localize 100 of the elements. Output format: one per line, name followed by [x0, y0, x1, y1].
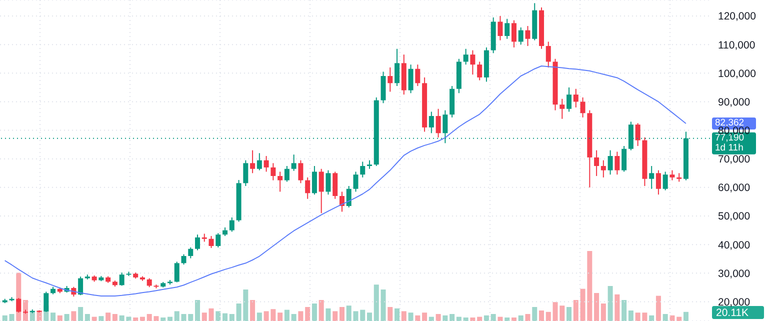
candlestick: [428, 111, 434, 134]
bar: [388, 307, 393, 321]
bar: [305, 307, 310, 321]
bar: [463, 318, 468, 321]
y-tick-label: 50,000: [718, 210, 750, 223]
bar: [408, 312, 414, 321]
bar: [30, 312, 35, 321]
bar: [518, 315, 524, 321]
bar: [167, 316, 172, 321]
candlestick: [394, 48, 400, 86]
bar: [57, 315, 62, 321]
bar: [50, 312, 56, 321]
text: 20.11K: [716, 307, 748, 319]
bar: [9, 314, 14, 321]
candlestick: [622, 146, 627, 172]
bar: [278, 312, 283, 321]
candlestick: [573, 88, 578, 108]
bar: [360, 310, 366, 321]
bar: [470, 318, 476, 321]
candlestick: [580, 96, 586, 118]
bar: [600, 304, 606, 321]
bar: [442, 315, 448, 321]
bar: [428, 316, 434, 321]
bar: [498, 316, 503, 321]
candlestick: [16, 298, 22, 314]
bar: [312, 304, 317, 321]
bar: [291, 314, 296, 321]
candlestick: [312, 166, 317, 196]
bar: [174, 311, 180, 321]
candlestick: [243, 160, 248, 186]
bar: [92, 316, 97, 321]
candlestick: [546, 41, 551, 68]
candlestick: [436, 108, 441, 138]
y-tick-label: 100,000: [718, 68, 756, 80]
y-tick-label: 40,000: [718, 239, 750, 252]
bar: [504, 318, 510, 321]
candlestick: [353, 171, 358, 192]
candlestick: [339, 191, 344, 212]
bar: [160, 318, 166, 321]
candlestick: [264, 156, 269, 172]
bar: [140, 316, 145, 321]
bar: [133, 318, 138, 321]
candlestick: [470, 50, 476, 76]
bar: [222, 313, 228, 321]
candlestick: [270, 162, 276, 181]
candlestick: [305, 176, 310, 200]
candlestick: [511, 20, 516, 48]
bar: [614, 294, 620, 321]
candlestick: [498, 16, 503, 41]
bar: [106, 312, 111, 321]
bar: [332, 311, 338, 321]
candlestick: [525, 26, 530, 46]
bar: [594, 293, 600, 321]
bar: [256, 312, 262, 321]
bar: [71, 311, 76, 321]
bar: [195, 300, 200, 321]
bar: [208, 308, 214, 321]
y-tick-label: 70,000: [718, 154, 750, 166]
bar: [318, 300, 324, 321]
candlestick: [181, 254, 186, 266]
bar: [573, 300, 578, 321]
text: 1d 11h: [715, 142, 744, 154]
candlestick: [415, 64, 420, 86]
candlestick: [566, 86, 572, 112]
candlestick: [188, 246, 194, 259]
bar: [532, 307, 538, 321]
bar: [326, 308, 331, 321]
candlestick: [662, 171, 668, 191]
bar: [656, 296, 661, 321]
candlestick: [504, 18, 510, 40]
bar: [229, 314, 234, 321]
candlestick: [635, 122, 640, 146]
candlestick: [318, 168, 324, 214]
candlestick: [278, 171, 283, 192]
bar: [436, 314, 441, 321]
candlestick: [594, 150, 600, 176]
candlestick: [408, 64, 414, 94]
candlestick: [656, 170, 661, 196]
bar: [511, 318, 516, 321]
bar: [477, 316, 482, 321]
candlestick: [256, 152, 262, 171]
bar: [628, 310, 634, 321]
bar: [339, 307, 344, 321]
candlestick: [326, 170, 331, 196]
bar: [284, 310, 290, 321]
bar: [456, 316, 462, 321]
y-tick-label: 20,000: [718, 296, 750, 308]
candlestick: [346, 186, 352, 208]
bar: [2, 315, 8, 321]
candlestick: [600, 160, 606, 178]
bar: [539, 310, 544, 321]
candlestick: [670, 170, 675, 181]
bar: [415, 315, 420, 321]
candlestick: [614, 151, 620, 176]
candlestick: [518, 26, 524, 46]
candlestick: [298, 160, 304, 184]
candlestick: [560, 98, 565, 120]
candlestick: [649, 166, 654, 190]
bar: [401, 311, 406, 321]
bar: [202, 312, 207, 321]
